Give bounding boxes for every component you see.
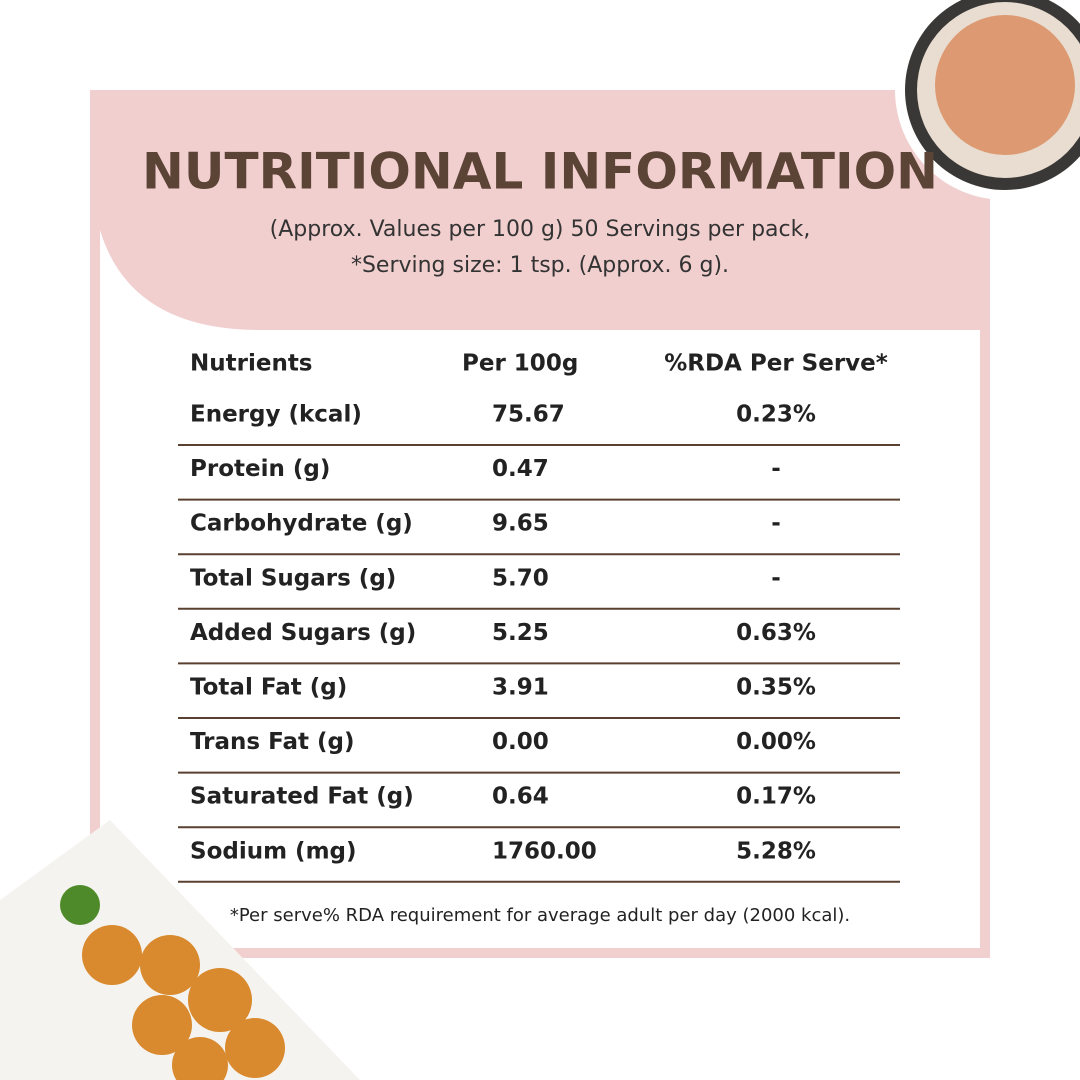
table-cell: Energy (kcal) <box>190 402 362 428</box>
table-cell: 1760.00 <box>492 838 597 864</box>
table-cell: 3.91 <box>492 675 549 701</box>
table-cell: 0.00% <box>736 729 816 755</box>
table-cell: Total Fat (g) <box>190 675 347 701</box>
table-cell: Protein (g) <box>190 456 330 482</box>
subtitle: *Serving size: 1 tsp. (Approx. 6 g). <box>351 253 729 278</box>
table-cell: 9.65 <box>492 511 549 537</box>
table-cell: 5.70 <box>492 565 549 591</box>
table-cell: Carbohydrate (g) <box>190 511 413 537</box>
croquettes <box>82 925 285 1080</box>
table-cell: 0.00 <box>492 729 549 755</box>
table-cell: Added Sugars (g) <box>190 620 416 646</box>
table-cell: Sodium (mg) <box>190 838 357 864</box>
panel-curve <box>100 230 260 330</box>
panel <box>100 330 980 948</box>
footnote: *Per serve% RDA requirement for average … <box>230 905 850 926</box>
table-cell: 0.35% <box>736 675 816 701</box>
table-cell: Total Sugars (g) <box>190 565 396 591</box>
table-cell: Trans Fat (g) <box>190 729 354 755</box>
table-cell: 5.25 <box>492 620 549 646</box>
nutrition-table: Nutrients Per 100g %RDA Per Serve* Energy (… <box>178 351 900 883</box>
subtitle: (Approx. Values per 100 g) 50 Servings p… <box>270 217 811 242</box>
table-cell: 5.28% <box>736 838 816 864</box>
table-cell: 0.47 <box>492 456 549 482</box>
table-cell: 75.67 <box>492 402 565 428</box>
parsley <box>60 885 100 925</box>
table-cell: 0.17% <box>736 784 816 810</box>
table-cell: Saturated Fat (g) <box>190 784 414 810</box>
column-header: %RDA Per Serve* <box>664 351 888 377</box>
title: NUTRITIONAL INFORMATION <box>142 143 938 201</box>
column-header: Per 100g <box>462 351 578 377</box>
column-header: Nutrients <box>190 351 313 377</box>
table-cell: - <box>771 456 781 482</box>
table-cell: - <box>771 565 781 591</box>
table-cell: - <box>771 511 781 537</box>
noodles <box>935 15 1075 155</box>
table-cell: 0.23% <box>736 402 816 428</box>
table-cell: 0.63% <box>736 620 816 646</box>
table-cell: 0.64 <box>492 784 549 810</box>
